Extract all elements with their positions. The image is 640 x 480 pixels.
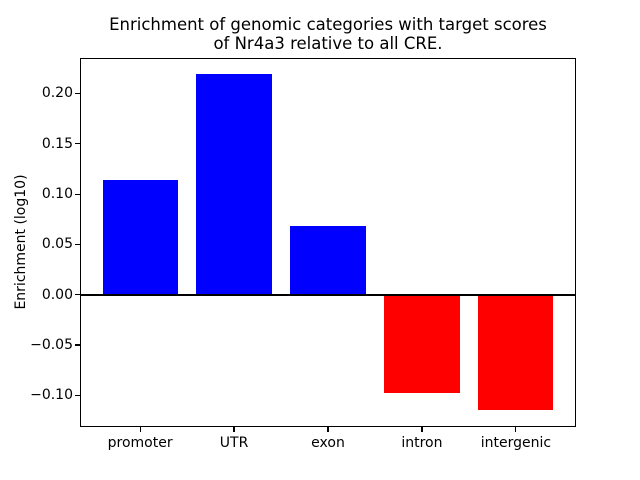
- bar-UTR: [196, 74, 272, 295]
- y-tick-4: [75, 193, 80, 195]
- bar-exon: [290, 226, 366, 295]
- y-tick-1: [75, 344, 80, 346]
- y-tick-label-2: 0.00: [41, 286, 73, 303]
- x-tick-label-intron: intron: [401, 435, 443, 452]
- y-tick-label-5: 0.15: [41, 135, 73, 152]
- x-tick-UTR: [233, 427, 235, 433]
- zero-line: [80, 293, 576, 296]
- x-tick-label-UTR: UTR: [219, 435, 249, 452]
- y-tick-6: [75, 92, 80, 95]
- chart-title: Enrichment of genomic categories with ta…: [109, 15, 547, 53]
- x-tick-intron: [421, 427, 423, 433]
- y-tick-label-1: −0.05: [30, 336, 73, 353]
- y-tick-label-6: 0.20: [41, 85, 73, 102]
- bar-intron: [384, 294, 460, 394]
- y-tick-2: [75, 294, 80, 296]
- x-tick-promoter: [139, 427, 141, 433]
- bar-promoter: [102, 179, 178, 295]
- y-tick-0: [75, 394, 80, 396]
- x-tick-label-intergenic: intergenic: [480, 435, 552, 452]
- bar-intergenic: [478, 294, 554, 411]
- y-tick-label-3: 0.05: [41, 236, 73, 253]
- x-tick-intergenic: [515, 427, 517, 433]
- y-tick-3: [75, 243, 80, 246]
- x-tick-label-promoter: promoter: [107, 435, 173, 452]
- y-tick-label-0: −0.10: [30, 387, 73, 404]
- x-tick-label-exon: exon: [311, 435, 345, 452]
- y-tick-5: [75, 143, 80, 145]
- y-tick-label-4: 0.10: [41, 186, 73, 203]
- x-tick-exon: [327, 427, 329, 433]
